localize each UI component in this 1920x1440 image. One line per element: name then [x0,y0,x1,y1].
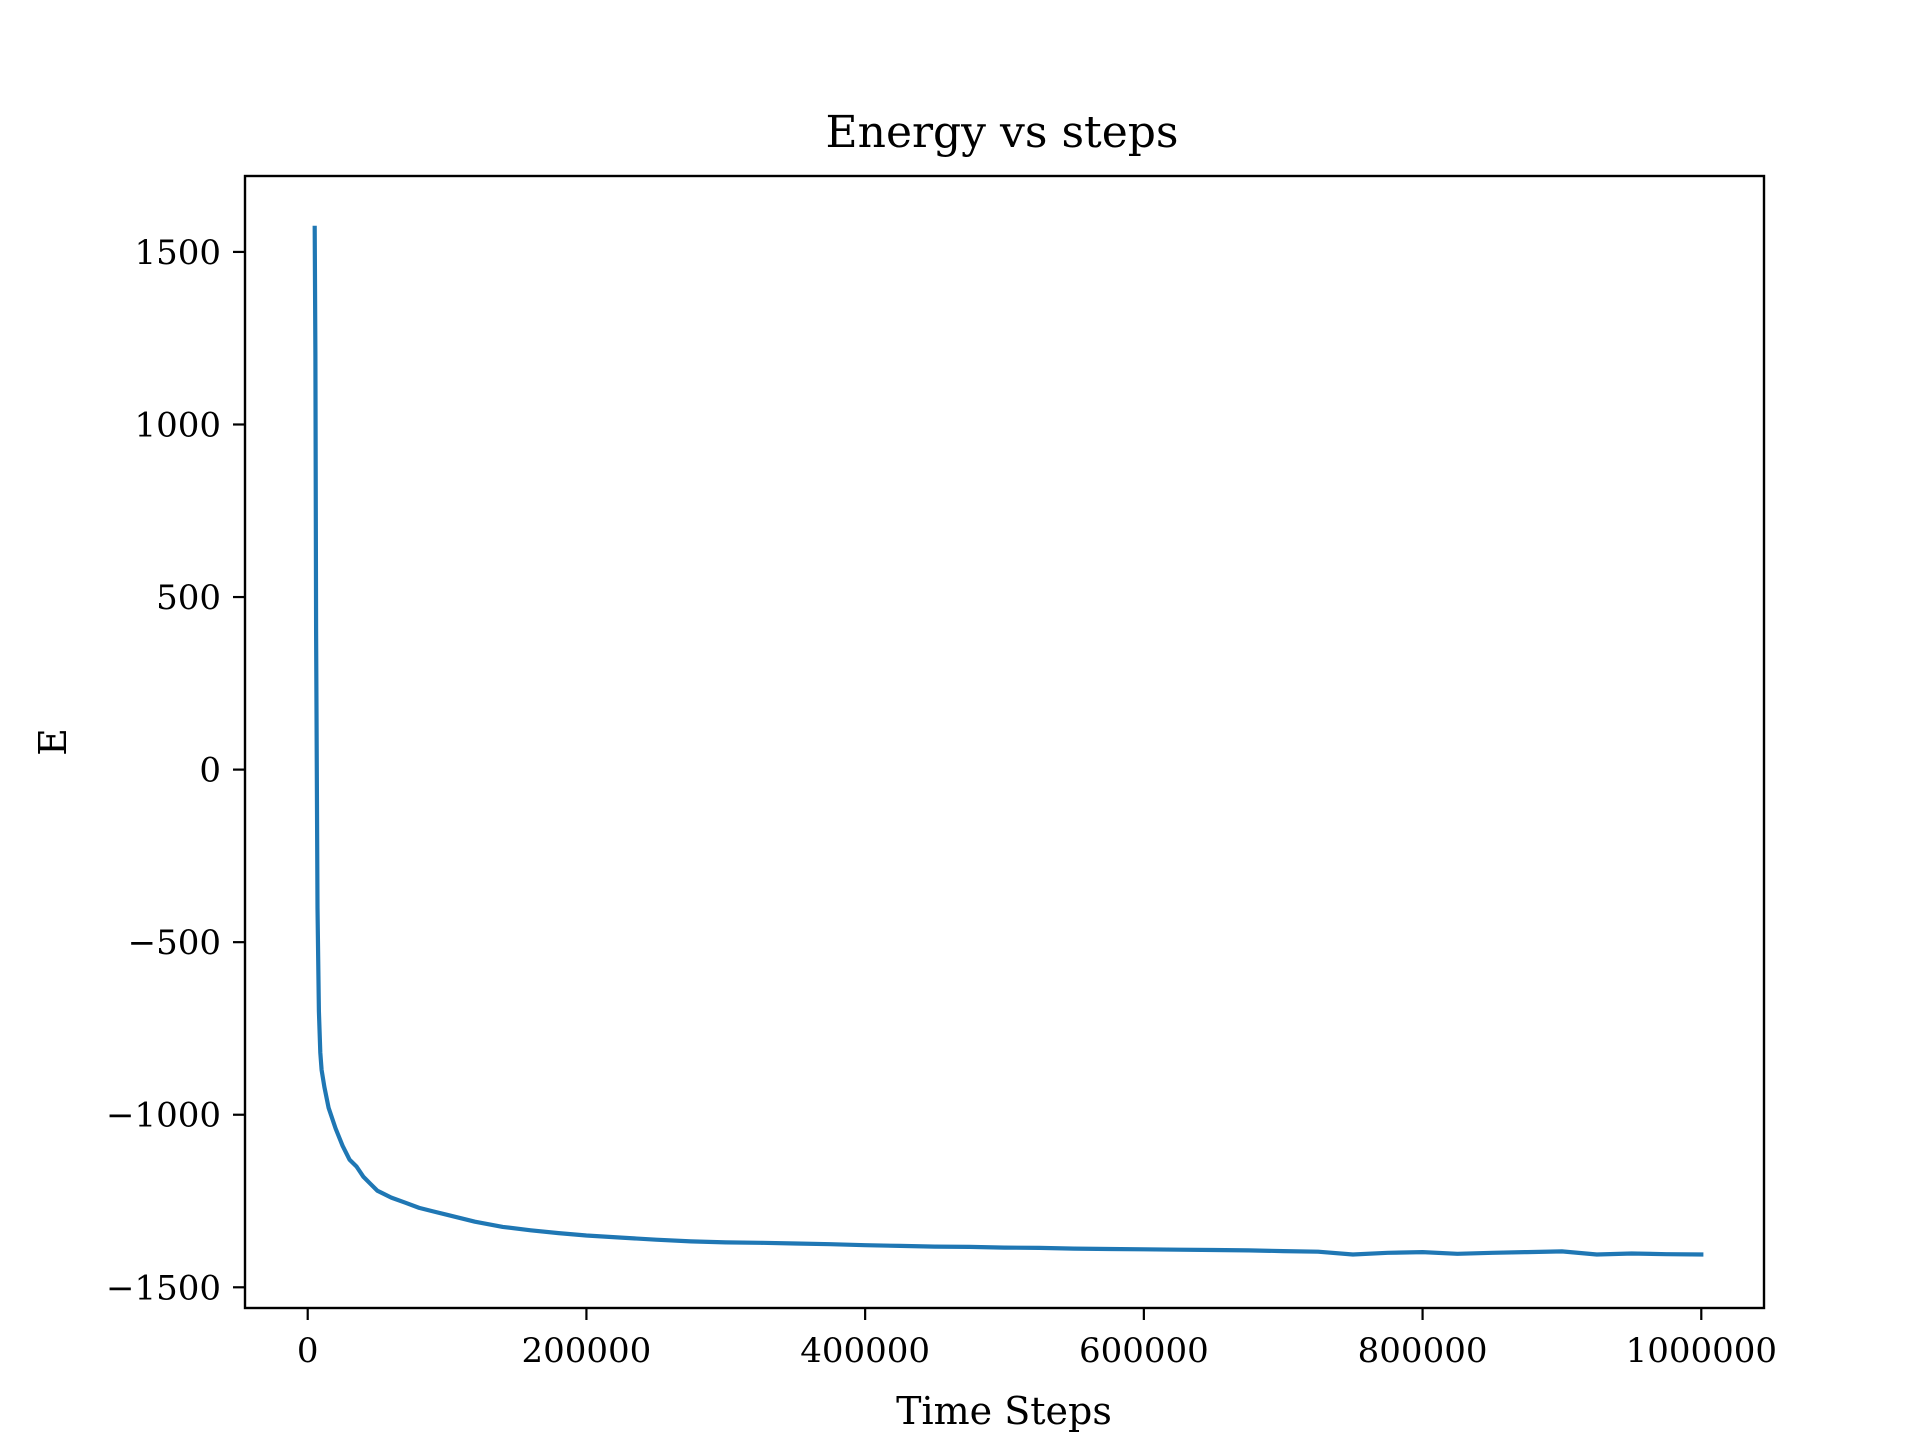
y-tick-label: −1000 [106,1096,221,1136]
x-tick-label: 800000 [1358,1331,1488,1371]
chart-title: Energy vs steps [825,107,1178,158]
y-tick-label: 500 [156,578,221,618]
y-tick-label: −1500 [106,1268,221,1308]
y-tick-label: −500 [128,923,221,963]
y-axis: −1500 −1000 −500 0 500 1000 1500 [106,233,245,1308]
plot-layer [312,225,1704,1257]
x-tick-label: 400000 [800,1331,930,1371]
x-tick-label: 1000000 [1626,1331,1777,1371]
y-tick-label: 1000 [134,405,221,445]
axes-frame [243,174,1766,1310]
x-tick-label: 600000 [1079,1331,1209,1371]
y-axis-label: E [31,728,75,756]
series-line [312,225,1704,1257]
y-tick-label: 0 [199,751,221,791]
x-tick-label: 0 [297,1331,319,1371]
x-axis: 0 200000 400000 600000 800000 1000000 [297,1308,1777,1371]
y-tick-label: 1500 [134,233,221,273]
x-tick-label: 200000 [522,1331,652,1371]
x-axis-label: Time Steps [896,1389,1112,1433]
